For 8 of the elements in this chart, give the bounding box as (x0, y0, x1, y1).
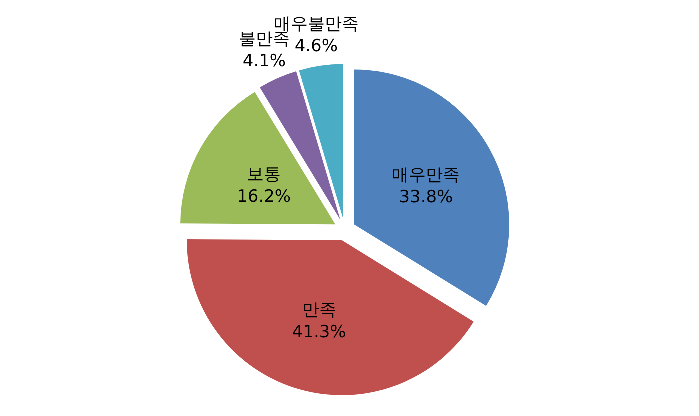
data-label: 4.6% (294, 36, 338, 57)
slice-label: 만족 (302, 300, 336, 320)
data-label: 41.3% (292, 322, 346, 342)
slice-label: 매우만족 (392, 166, 460, 186)
data-label: 4.1% (242, 52, 286, 72)
slice-label: 보통 (247, 165, 282, 186)
data-label: 33.8% (399, 188, 454, 208)
data-label: 16.2% (237, 187, 292, 208)
